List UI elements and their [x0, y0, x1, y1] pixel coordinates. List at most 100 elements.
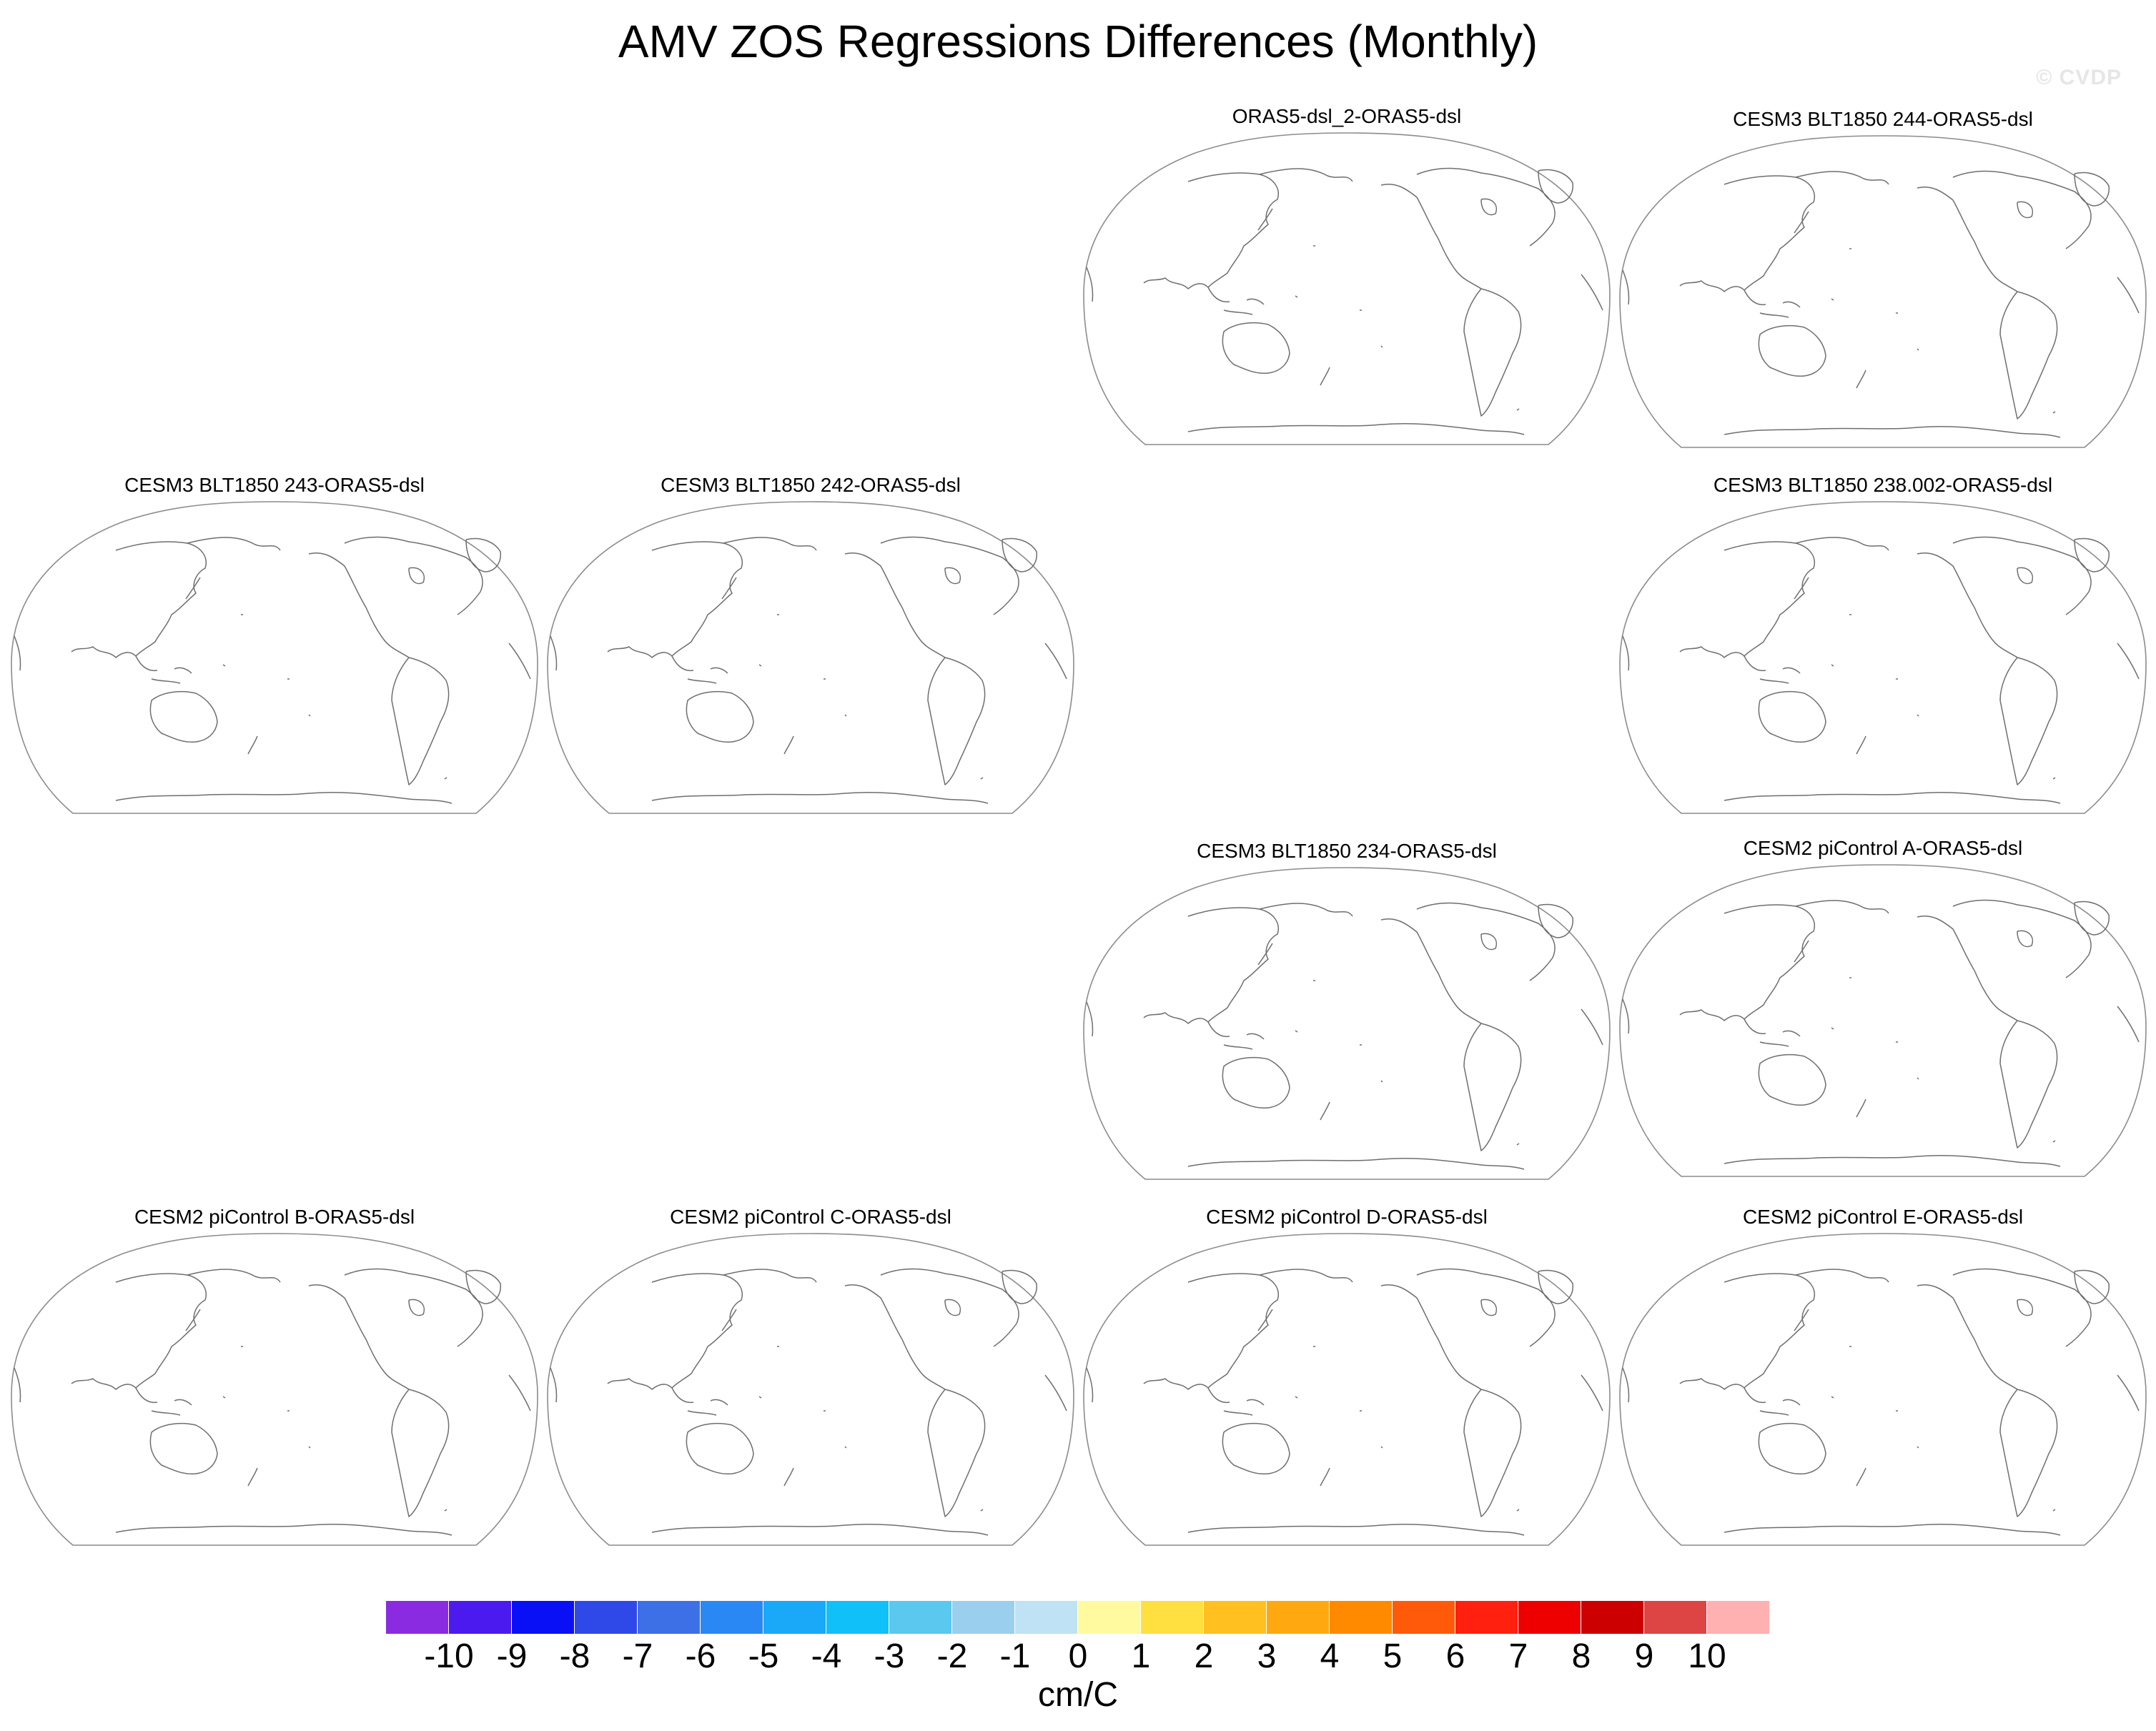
coastline [187, 537, 281, 551]
coastline [1295, 980, 1520, 1146]
colorbar-swatch [386, 1601, 449, 1634]
coastline [1724, 425, 2061, 438]
world-map [11, 501, 538, 814]
panel-title: CESM2 piControl B-ORAS5-dsl [134, 1206, 415, 1228]
coastline [391, 1389, 450, 1517]
coastline [1257, 1309, 1273, 1331]
coastline [1999, 657, 2058, 785]
coastline [1831, 248, 2056, 414]
map-panel: CESM3 BLT1850 234-ORAS5-dsl [1081, 839, 1613, 1204]
coastline [1744, 1018, 1801, 1047]
coastline [1679, 175, 1815, 292]
panel-title: CESM3 BLT1850 242-ORAS5-dsl [661, 474, 961, 496]
coastline [1295, 245, 1520, 411]
coastline [71, 541, 207, 658]
coastline [1794, 211, 1809, 234]
coastline [1086, 267, 1603, 311]
coastline [723, 537, 817, 551]
world-map [1619, 501, 2147, 814]
world-map [11, 1233, 538, 1546]
coastline [1758, 324, 1826, 377]
colorbar-tick-label: -9 [496, 1637, 528, 1675]
map-panel: CESM2 piControl C-ORAS5-dsl [545, 1205, 1077, 1569]
coastline [1795, 537, 1889, 551]
coastline [1143, 907, 1279, 1024]
coastline [758, 1346, 984, 1512]
map-panel: CESM3 BLT1850 243-ORAS5-dsl [9, 473, 540, 838]
coastline [149, 1422, 218, 1475]
coastline [844, 1284, 946, 1390]
coastline [135, 1387, 192, 1416]
coastline [1463, 1389, 1522, 1517]
coastline [308, 1284, 410, 1390]
coastline [2017, 1299, 2033, 1316]
colorbar-tick-label: -3 [874, 1637, 905, 1675]
panel-title: ORAS5-dsl_2-ORAS5-dsl [1232, 105, 1462, 127]
world-map [1619, 864, 2147, 1177]
coastline [222, 1346, 447, 1512]
coastline [1622, 998, 2140, 1043]
world-map [547, 1233, 1074, 1546]
map-boundary [1619, 1233, 2147, 1546]
coastline [721, 1309, 737, 1331]
coastline [1679, 541, 1815, 658]
coastline [2074, 901, 2110, 936]
coastline [344, 536, 483, 615]
world-map [1619, 135, 2147, 448]
colorbar-swatch [1707, 1601, 1770, 1634]
coastline [344, 1268, 483, 1347]
colorbar-tick-label: -1 [999, 1637, 1031, 1675]
coastline [671, 1387, 728, 1416]
colorbar-swatch [1078, 1601, 1141, 1634]
colorbar [386, 1601, 1770, 1634]
coastline [1795, 900, 1889, 914]
coastline [1222, 1422, 1290, 1475]
coastline [1257, 943, 1273, 966]
coastline [1222, 1056, 1290, 1109]
coastline [1952, 170, 2092, 249]
coastline [1320, 1467, 1330, 1487]
coastline [1538, 169, 1573, 204]
coastline [1463, 1023, 1522, 1151]
map-boundary [11, 501, 538, 814]
coastline [927, 657, 986, 785]
coastline [1758, 1053, 1826, 1106]
coastline [1187, 422, 1525, 435]
coastline [1952, 536, 2092, 615]
coastline [1480, 198, 1497, 216]
coastline [187, 1269, 281, 1283]
coastline [550, 635, 1067, 680]
colorbar-swatch [1015, 1601, 1078, 1634]
world-map [1083, 132, 1611, 445]
map-panel: CESM3 BLT1850 238.002-ORAS5-dsl [1617, 473, 2149, 838]
colorbar-swatch [763, 1601, 826, 1634]
coastline [1187, 1523, 1525, 1536]
coastline [651, 791, 989, 804]
coastline [408, 1299, 425, 1316]
coastline [1259, 168, 1353, 182]
coastline [1795, 171, 1889, 185]
coastline [1622, 269, 2140, 314]
map-boundary [1619, 135, 2147, 448]
coastline [1999, 291, 2058, 420]
coastline [1795, 1269, 1889, 1283]
coastline [1086, 1367, 1603, 1412]
colorbar-swatch [1267, 1601, 1330, 1634]
coastline [2074, 1269, 2110, 1304]
coastline [1622, 635, 2140, 680]
coastline [1794, 577, 1809, 600]
map-panel: CESM2 piControl D-ORAS5-dsl [1081, 1205, 1613, 1569]
colorbar-tick-label: 2 [1194, 1637, 1214, 1675]
coastline [723, 1269, 817, 1283]
coastline [686, 1422, 754, 1475]
coastline [607, 541, 743, 658]
map-boundary [547, 1233, 1074, 1546]
colorbar-swatch [1455, 1601, 1518, 1634]
coastline [880, 536, 1019, 615]
coastline [1222, 322, 1290, 375]
coastline [185, 1309, 201, 1331]
coastline [607, 1273, 743, 1390]
colorbar-tick-label: -6 [685, 1637, 716, 1675]
colorbar-tick-label: -7 [622, 1637, 653, 1675]
colorbar-tick-label: 3 [1257, 1637, 1277, 1675]
